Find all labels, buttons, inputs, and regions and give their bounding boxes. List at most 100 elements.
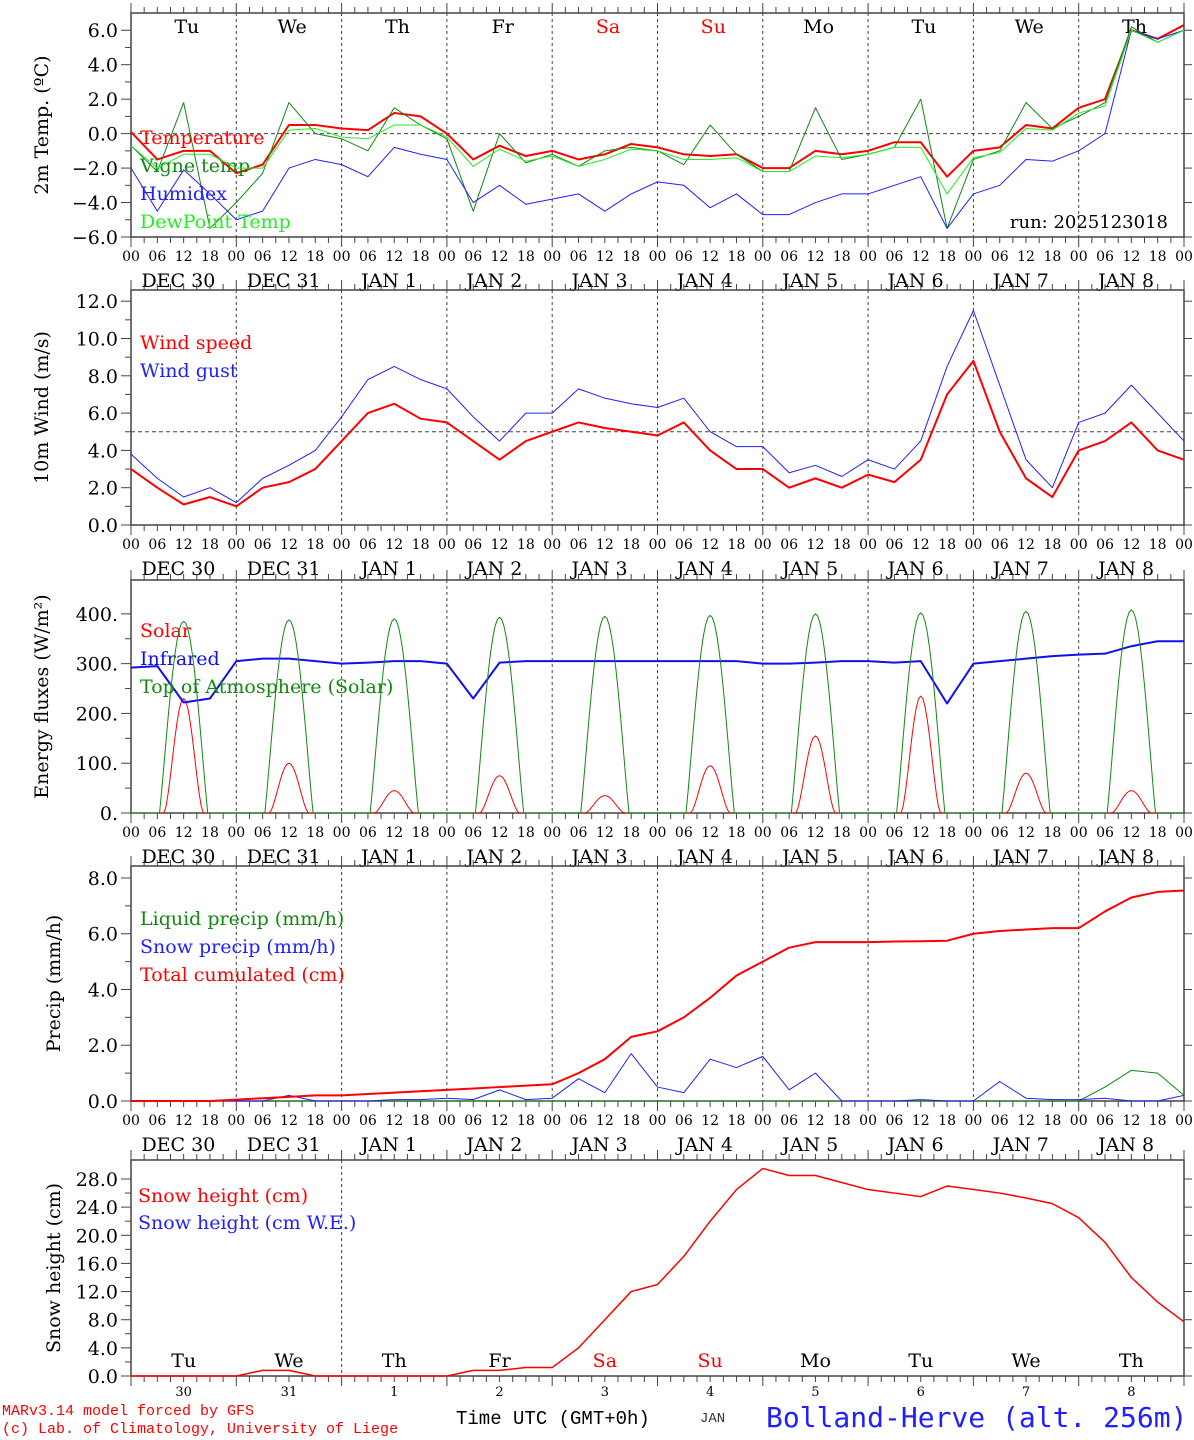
x-hour-label: 06: [254, 1113, 272, 1129]
x-hour-label: 06: [148, 1113, 166, 1129]
legend-entry: Total cumulated (cm): [140, 964, 345, 986]
x-hour-label: 00: [333, 537, 351, 553]
run-label: run: 2025123018: [1010, 212, 1168, 233]
series-line-total-cumulated-cm-: [131, 889, 1185, 1102]
x-hour-label: 06: [780, 249, 798, 265]
y-tick-label: 20.0: [76, 1225, 118, 1247]
x-hour-label: 00: [1070, 249, 1088, 265]
legend-entry: Solar: [140, 620, 192, 642]
x-hour-label: 00: [122, 1113, 140, 1129]
x-hour-label: 00: [333, 825, 351, 841]
series-line-infrared: [130, 640, 1184, 705]
x-date-label: JAN 3: [570, 270, 628, 292]
y-tick-label: 6.0: [88, 924, 118, 946]
x-hour-label: 18: [938, 537, 956, 553]
x-hour-label: 00: [1175, 249, 1193, 265]
x-hour-label: 00: [438, 249, 456, 265]
x-hour-label: 12: [1017, 537, 1035, 553]
x-hour-label: 12: [491, 825, 509, 841]
x-hour-label: 18: [201, 249, 219, 265]
x-hour-label: 12: [807, 1113, 825, 1129]
legend-entry: DewPoint Temp: [140, 211, 291, 233]
x-hour-label: 06: [1096, 537, 1114, 553]
x-hour-label: 18: [306, 825, 324, 841]
x-hour-label: 12: [596, 537, 614, 553]
y-tick-label: 6.0: [88, 20, 118, 42]
y-tick-label: 4.0: [88, 1338, 118, 1360]
x-hour-label: 18: [1043, 537, 1061, 553]
x-hour-label: 00: [1070, 825, 1088, 841]
day-name-label: Mo: [803, 16, 834, 38]
day-name-label: We: [277, 16, 306, 38]
x-hour-label: 18: [938, 1113, 956, 1129]
x-hour-label: 12: [385, 537, 403, 553]
x-date-label: DEC 30: [141, 270, 215, 292]
x-date-label: DEC 31: [247, 1134, 321, 1156]
x-date-label: JAN 2: [464, 270, 522, 292]
day-name-label: Th: [385, 16, 410, 38]
x-hour-label: 06: [570, 249, 588, 265]
y-tick-label: 8.0: [88, 1310, 118, 1332]
x-hour-label: 12: [701, 1113, 719, 1129]
x-hour-label: 18: [728, 537, 746, 553]
x-date-label: JAN 5: [780, 270, 838, 292]
x-hour-label: 00: [122, 825, 140, 841]
x-axis-month-label: JAN: [700, 1411, 726, 1427]
y-tick-label: 4.0: [88, 440, 118, 462]
legend-entry: Temperature: [140, 127, 264, 149]
x-date-label: JAN 8: [1096, 270, 1154, 292]
x-hour-label: 06: [675, 1113, 693, 1129]
x-day-number: 2: [495, 1385, 503, 1400]
x-date-label: JAN 7: [991, 1134, 1049, 1156]
x-hour-label: 06: [1096, 249, 1114, 265]
x-hour-label: 18: [1149, 537, 1167, 553]
x-hour-label: 00: [964, 1113, 982, 1129]
panel-temperature: −6.0 −4.0 −2.0 0.0 2.0 4.0 6.0 2m Temp. (ºC) 00 0…: [31, 3, 1193, 292]
x-date-label: JAN 7: [991, 270, 1049, 292]
day-name-label: Tu: [171, 1350, 196, 1372]
x-hour-label: 12: [280, 537, 298, 553]
y-tick-label: 16.0: [76, 1253, 118, 1275]
x-date-label: JAN 2: [464, 1134, 522, 1156]
series-line-wind-gust: [130, 310, 1185, 504]
x-day-number: 31: [281, 1385, 298, 1400]
x-hour-label: 12: [701, 825, 719, 841]
x-hour-label: 00: [964, 537, 982, 553]
legend-entry: Vigne temp: [139, 155, 250, 177]
x-date-label: DEC 30: [141, 846, 215, 868]
x-hour-label: 00: [122, 249, 140, 265]
x-hour-label: 00: [438, 1113, 456, 1129]
x-hour-label: 00: [1070, 537, 1088, 553]
x-date-label: DEC 30: [141, 558, 215, 580]
x-hour-label: 18: [201, 1113, 219, 1129]
x-hour-label: 18: [1043, 1113, 1061, 1129]
x-hour-label: 06: [464, 1113, 482, 1129]
x-hour-label: 18: [938, 825, 956, 841]
y-tick-label: −4.0: [72, 193, 118, 215]
y-tick-label: 2.0: [88, 1035, 118, 1057]
x-date-label: DEC 31: [247, 846, 321, 868]
y-tick-label: 0.0: [88, 1366, 118, 1388]
x-hour-label: 12: [1017, 825, 1035, 841]
x-hour-label: 18: [1149, 825, 1167, 841]
series-line-wind-speed: [130, 359, 1185, 508]
x-hour-label: 18: [306, 249, 324, 265]
x-hour-label: 06: [464, 825, 482, 841]
x-date-label: JAN 6: [885, 270, 943, 292]
y-axis-label: Energy fluxes (W/m²): [31, 594, 53, 798]
x-date-label: JAN 6: [885, 558, 943, 580]
y-tick-label: 24.0: [76, 1197, 118, 1219]
x-hour-label: 06: [886, 825, 904, 841]
x-hour-label: 12: [491, 537, 509, 553]
x-hour-label: 12: [701, 537, 719, 553]
x-hour-label: 12: [1122, 537, 1140, 553]
x-hour-label: 00: [227, 249, 245, 265]
y-tick-label: 10.0: [76, 328, 118, 350]
y-tick-label: 200.: [76, 703, 118, 725]
series-line-top-of-atmosphere-solar-: [131, 609, 1184, 814]
x-hour-label: 00: [543, 825, 561, 841]
day-name-label: Su: [698, 1350, 723, 1372]
x-hour-label: 06: [570, 1113, 588, 1129]
x-hour-label: 00: [859, 1113, 877, 1129]
day-name-label: Tu: [908, 1350, 933, 1372]
